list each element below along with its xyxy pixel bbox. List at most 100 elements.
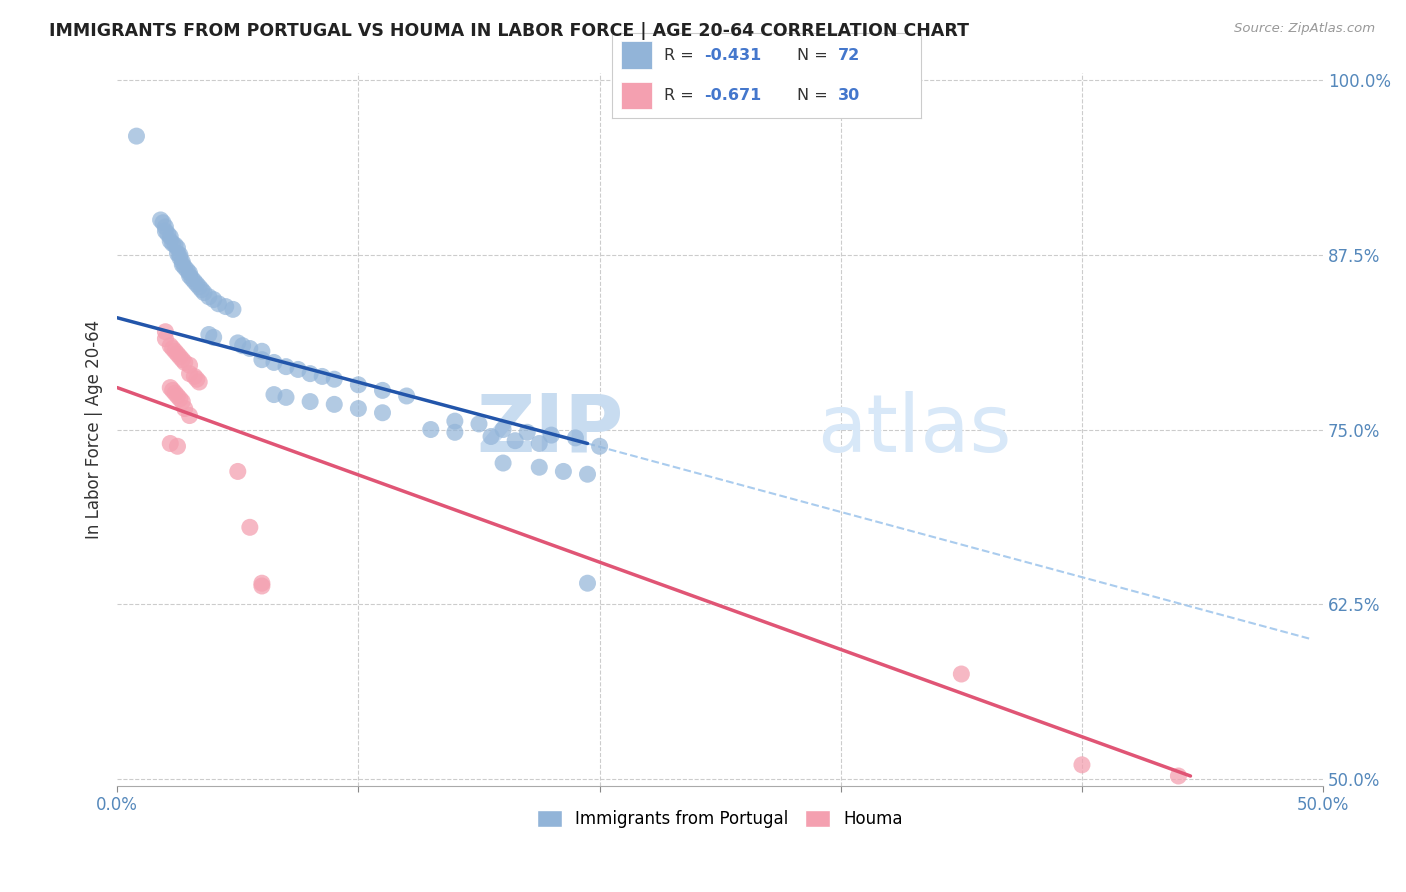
Point [173,260,195,275]
Point [166,347,188,361]
Point [239,520,262,534]
Point [274,359,297,374]
Point [165,386,187,401]
Point [529,460,551,475]
Point [172,255,194,269]
Point [159,339,181,353]
Point [183,274,205,288]
Point [588,439,610,453]
Point [173,355,195,369]
Point [287,362,309,376]
Point [186,372,208,386]
Point [188,375,211,389]
Point [215,300,238,314]
Point [193,285,215,300]
Point [188,280,211,294]
Point [323,397,346,411]
Point [179,409,201,423]
Point [226,465,249,479]
Point [166,246,188,260]
Point [162,342,184,356]
Point [125,129,148,144]
Point [1167,769,1189,783]
Text: Source: ZipAtlas.com: Source: ZipAtlas.com [1234,22,1375,36]
Point [155,325,177,339]
Point [299,367,322,381]
Point [159,234,181,248]
Point [419,423,441,437]
Point [179,367,201,381]
Text: IMMIGRANTS FROM PORTUGAL VS HOUMA IN LABOR FORCE | AGE 20-64 CORRELATION CHART: IMMIGRANTS FROM PORTUGAL VS HOUMA IN LAB… [49,22,969,40]
Point [186,277,208,292]
Point [950,667,973,681]
Point [347,377,370,392]
Point [576,467,599,482]
Point [173,401,195,416]
Point [155,224,177,238]
Point [183,369,205,384]
Point [232,339,254,353]
Point [444,414,467,428]
Point [179,358,201,372]
FancyBboxPatch shape [621,82,652,109]
Point [207,297,229,311]
Point [179,266,201,280]
Point [323,372,346,386]
Point [347,401,370,416]
Point [162,236,184,251]
Text: ZIP: ZIP [477,391,624,468]
Point [553,465,575,479]
Point [540,428,562,442]
Point [166,389,188,403]
Point [155,332,177,346]
Point [250,579,273,593]
Point [181,271,204,285]
Y-axis label: In Labor Force | Age 20-64: In Labor Force | Age 20-64 [86,320,103,539]
Point [172,258,194,272]
Point [479,429,502,443]
Point [576,576,599,591]
Point [198,327,221,342]
Text: N =: N = [797,47,834,62]
Point [311,369,333,384]
Point [179,268,201,283]
Point [299,394,322,409]
Text: N =: N = [797,88,834,103]
Text: R =: R = [664,88,699,103]
Point [371,406,394,420]
Point [1071,757,1094,772]
Point [169,248,191,262]
Text: -0.431: -0.431 [704,47,762,62]
Point [198,290,221,304]
FancyBboxPatch shape [621,42,652,69]
Point [162,384,184,398]
Point [468,417,491,431]
Point [155,219,177,234]
Point [250,344,273,359]
Point [149,213,172,227]
Point [169,251,191,265]
Point [444,425,467,440]
Point [169,392,191,406]
Text: 72: 72 [838,47,859,62]
Point [263,355,285,369]
Point [190,283,212,297]
Point [274,390,297,404]
Point [564,431,586,445]
Point [156,227,179,241]
Point [159,436,181,450]
Point [172,394,194,409]
Point [529,436,551,450]
Text: R =: R = [664,47,699,62]
Point [202,293,225,307]
Point [166,241,188,255]
Point [202,330,225,344]
Point [492,423,515,437]
Legend: Immigrants from Portugal, Houma: Immigrants from Portugal, Houma [530,803,910,834]
Point [239,342,262,356]
Point [226,335,249,350]
Text: -0.671: -0.671 [704,88,762,103]
Point [371,384,394,398]
Point [492,456,515,470]
Point [250,352,273,367]
